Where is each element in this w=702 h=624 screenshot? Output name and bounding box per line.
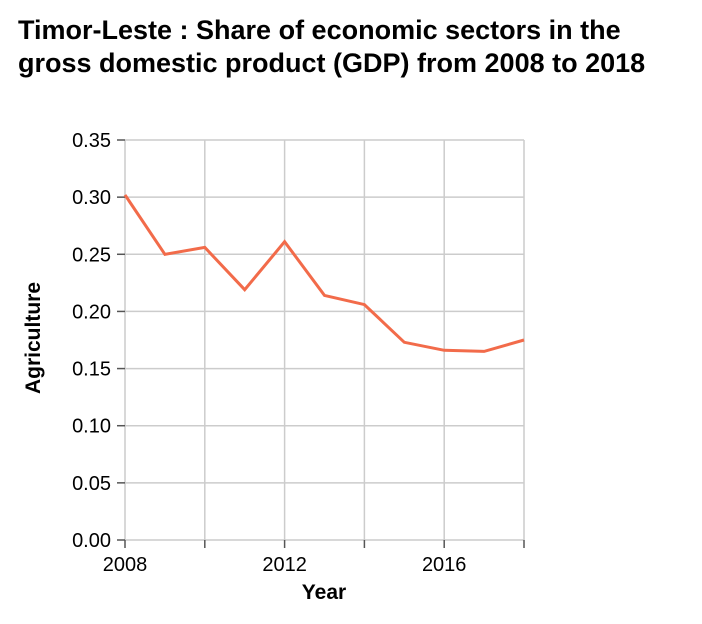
y-axis-title: Agriculture [22, 282, 45, 394]
series-layer [123, 194, 525, 353]
y-tick-label: 0.15 [72, 359, 111, 381]
x-tick-label: 2016 [422, 554, 467, 576]
y-tick-label: 0.30 [72, 187, 111, 209]
chart-title: Timor-Leste : Share of economic sectors … [18, 15, 646, 78]
x-axis: 2008 2012 2016 [103, 540, 525, 576]
y-tick-label: 0.35 [72, 130, 111, 152]
grid [124, 139, 525, 541]
y-axis: 0.00 0.05 0.10 0.15 0.20 0.25 0.30 0.35 [72, 130, 125, 552]
x-tick-label: 2008 [103, 554, 148, 576]
y-tick-label: 0.25 [72, 244, 111, 266]
y-tick-label: 0.05 [72, 473, 111, 495]
y-tick-label: 0.20 [72, 301, 111, 323]
x-axis-title: Year [302, 581, 346, 604]
x-tick-label: 2012 [262, 554, 307, 576]
y-tick-label: 0.00 [72, 530, 111, 552]
y-tick-label: 0.10 [72, 416, 111, 438]
series-line [123, 194, 525, 353]
